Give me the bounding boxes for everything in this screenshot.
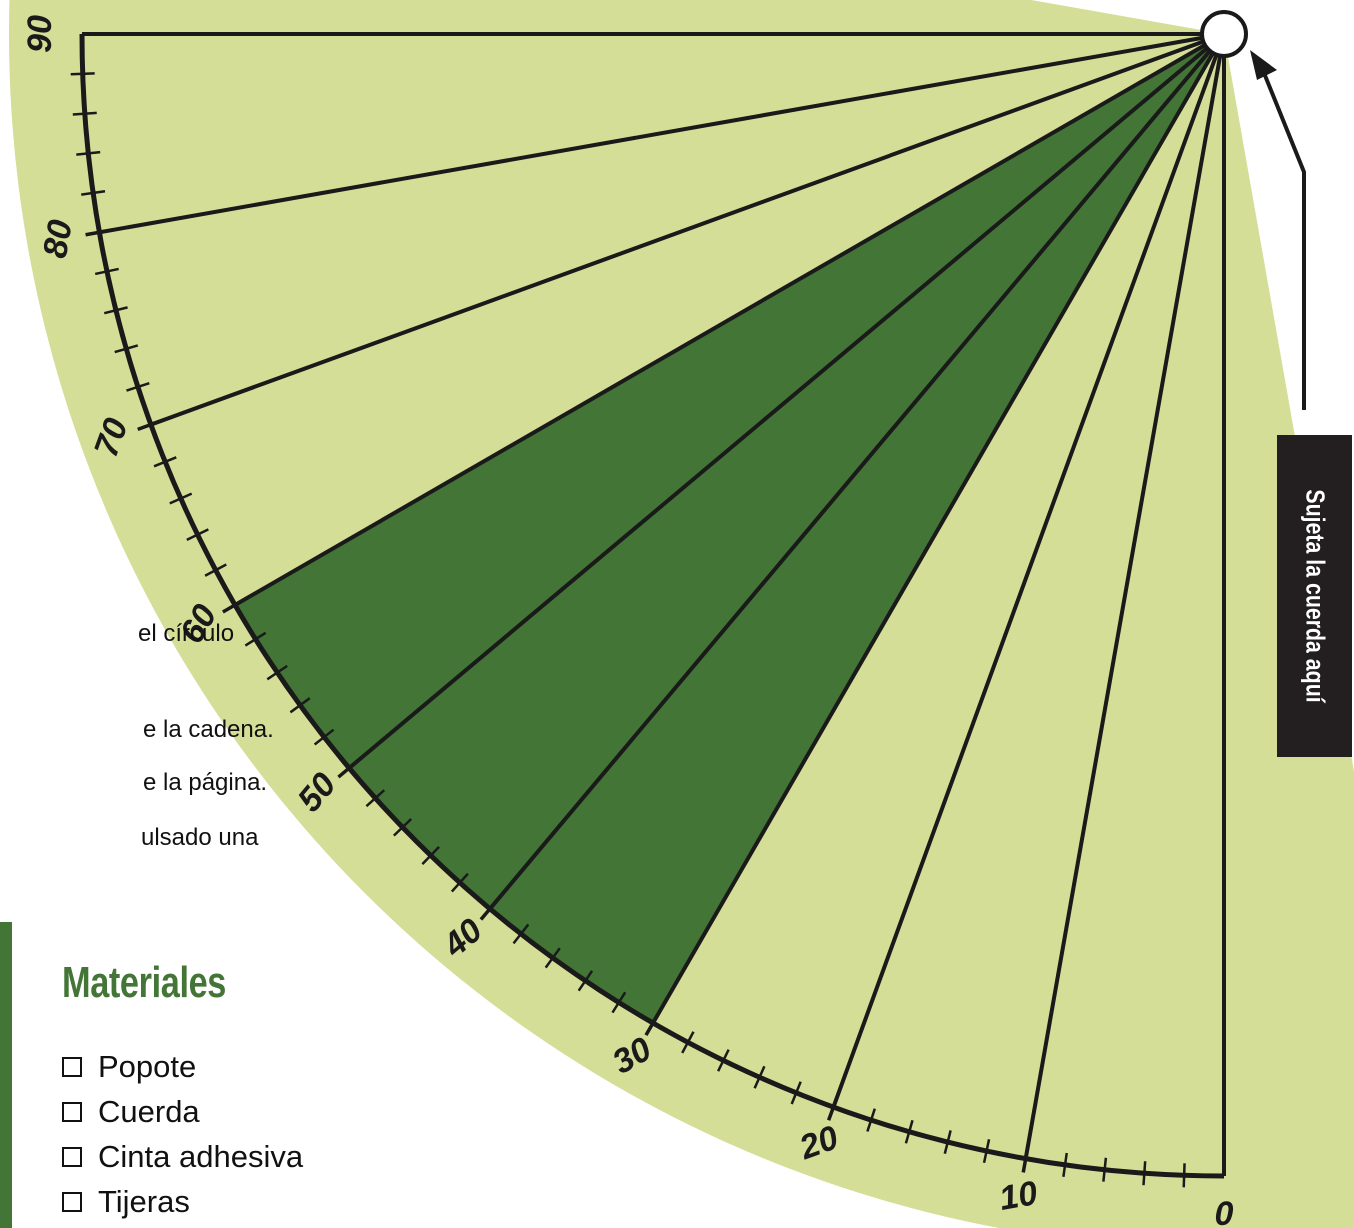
angle-ray (1023, 33, 1226, 1159)
instruction-fragment-4: ulsado una (141, 824, 259, 851)
tick-mark (544, 947, 561, 969)
tick-mark (512, 923, 530, 945)
checkbox-icon[interactable] (62, 1191, 82, 1212)
angle-ray (347, 32, 1226, 770)
tick-mark (716, 1049, 730, 1072)
tick-mark (94, 267, 119, 276)
tick-mark (790, 1081, 802, 1105)
tick-mark (85, 228, 114, 237)
scale-label: 10 (996, 1174, 1040, 1218)
list-item: Tijeras (62, 1179, 303, 1224)
callout-label: Sujeta la cuerda aquí (1300, 489, 1330, 703)
tick-mark (479, 896, 501, 921)
tick-mark (221, 596, 248, 614)
tick-mark (313, 728, 335, 746)
angle-ray (99, 32, 1225, 235)
tick-mark (611, 991, 627, 1014)
tick-mark (76, 150, 101, 156)
materials-list: Popote Cuerda Cinta adhesiva Tijeras (62, 1044, 303, 1224)
arrowhead-icon (1250, 50, 1277, 80)
tick-mark (681, 1031, 695, 1054)
callout-arrow-icon (1260, 67, 1306, 410)
callout-box: Sujeta la cuerda aquí (1277, 435, 1352, 757)
tick-mark (244, 631, 267, 647)
tick-mark (114, 344, 139, 354)
materials-accent-bar (0, 922, 12, 1228)
material-label: Tijeras (98, 1184, 190, 1219)
material-label: Cuerda (98, 1094, 200, 1129)
tick-mark (943, 1130, 952, 1155)
scale-label: 80 (36, 217, 80, 261)
materials-title: Materiales (62, 958, 226, 1007)
tick-mark (866, 1108, 876, 1132)
instruction-fragment-1: el círculo (138, 620, 235, 647)
material-label: Popote (98, 1049, 197, 1084)
material-label: Cinta adhesiva (98, 1139, 304, 1174)
angle-rays (99, 32, 1226, 1159)
angle-ray (150, 32, 1225, 427)
tick-mark (289, 697, 311, 714)
angle-ray (651, 33, 1226, 1025)
tick-mark (982, 1139, 991, 1164)
tick-mark (186, 528, 209, 542)
scale-label: 0 (1215, 1195, 1234, 1228)
tick-mark (137, 418, 165, 432)
tick-mark (70, 72, 95, 76)
checkbox-icon[interactable] (62, 1146, 82, 1167)
tick-mark (1142, 1161, 1147, 1186)
pivot-hole-icon (1200, 10, 1248, 58)
tick-mark (1062, 1152, 1068, 1177)
tick-mark (337, 757, 362, 779)
list-item: Cuerda (62, 1089, 303, 1134)
tick-mark (421, 845, 440, 865)
scale-label: 90 (21, 15, 59, 53)
tick-mark (644, 1010, 662, 1037)
tick-mark (1182, 1163, 1186, 1188)
tick-mark (72, 111, 97, 116)
tick-mark (365, 789, 386, 808)
angle-ray (831, 33, 1226, 1108)
tick-mark (826, 1093, 840, 1121)
tick-mark (169, 492, 193, 505)
tick-mark (577, 970, 594, 992)
tick-marks (70, 72, 1186, 1188)
tick-mark (450, 872, 469, 893)
tick-mark (204, 563, 227, 577)
angle-ray (488, 32, 1226, 911)
list-item: Popote (62, 1044, 303, 1089)
tick-mark (81, 190, 106, 196)
tick-mark (126, 382, 150, 392)
instruction-fragment-3: e la página. (143, 769, 268, 796)
tick-mark (153, 456, 177, 468)
list-item: Cinta adhesiva (62, 1134, 303, 1179)
tick-mark (393, 818, 413, 837)
tick-mark (753, 1065, 766, 1089)
instruction-fragment-2: e la cadena. (143, 716, 274, 743)
highlighted-angle-wedge (234, 34, 1224, 1024)
checkbox-icon[interactable] (62, 1101, 82, 1122)
tick-mark (1021, 1144, 1030, 1173)
checkbox-icon[interactable] (62, 1056, 82, 1077)
tick-mark (266, 664, 288, 681)
angle-ray (233, 32, 1226, 607)
tick-mark (103, 306, 128, 315)
tick-mark (904, 1119, 914, 1144)
tick-mark (1102, 1157, 1108, 1182)
